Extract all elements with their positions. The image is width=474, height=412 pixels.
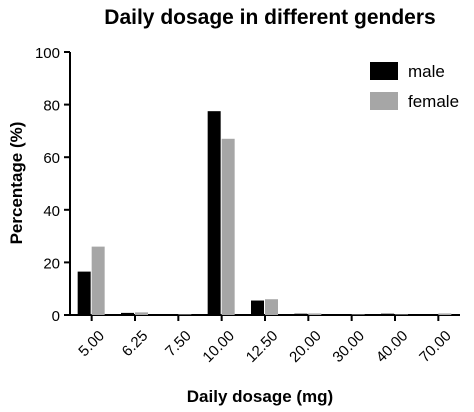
x-tick-label: 7.50 [162,327,195,360]
bar-female-70.00 [438,313,452,315]
legend-label-female: female [408,92,459,111]
y-tick-label: 60 [43,150,60,167]
y-axis-title-group: Percentage (%) [7,122,26,245]
bar-female-7.50 [178,314,192,315]
bar-male-20.00 [294,313,308,315]
bar-male-12.50 [251,300,264,315]
x-tick-label: 10.00 [199,327,238,366]
x-axis-title: Daily dosage (mg) [187,387,333,406]
bar-male-7.50 [164,314,178,315]
x-tick-label: 70.00 [416,327,455,366]
bar-female-40.00 [395,314,408,315]
y-tick-label: 40 [43,203,60,220]
bar-male-6.25 [121,312,134,315]
x-tick-label: 6.25 [119,327,152,360]
bar-female-12.50 [265,299,278,315]
y-axis-title: Percentage (%) [7,122,26,245]
bar-female-10.00 [221,138,235,315]
bar-male-5.00 [77,271,91,315]
legend-label-male: male [408,62,445,81]
x-tick-label: 30.00 [329,327,368,366]
chart-title: Daily dosage in different genders [104,6,435,29]
legend-swatch-female [370,92,398,110]
y-tick-label: 20 [43,255,60,272]
bar-male-30.00 [337,314,351,315]
y-tick-label: 80 [43,98,60,115]
bar-female-20.00 [308,313,322,315]
y-tick-label: 0 [52,308,60,325]
bar-male-70.00 [424,314,438,315]
x-tick-label: 5.00 [75,327,108,360]
bar-male-40.00 [381,313,394,315]
bar-male-10.00 [207,111,221,315]
x-tick-label: 12.50 [243,327,282,366]
bar-female-30.00 [351,314,365,315]
bar-female-5.00 [91,246,105,315]
legend: male female [370,62,459,111]
x-tick-label: 20.00 [286,327,325,366]
legend-swatch-male [370,62,398,80]
y-tick-label: 100 [35,45,60,62]
x-tick-label: 40.00 [373,327,412,366]
bar-female-6.25 [135,312,148,315]
